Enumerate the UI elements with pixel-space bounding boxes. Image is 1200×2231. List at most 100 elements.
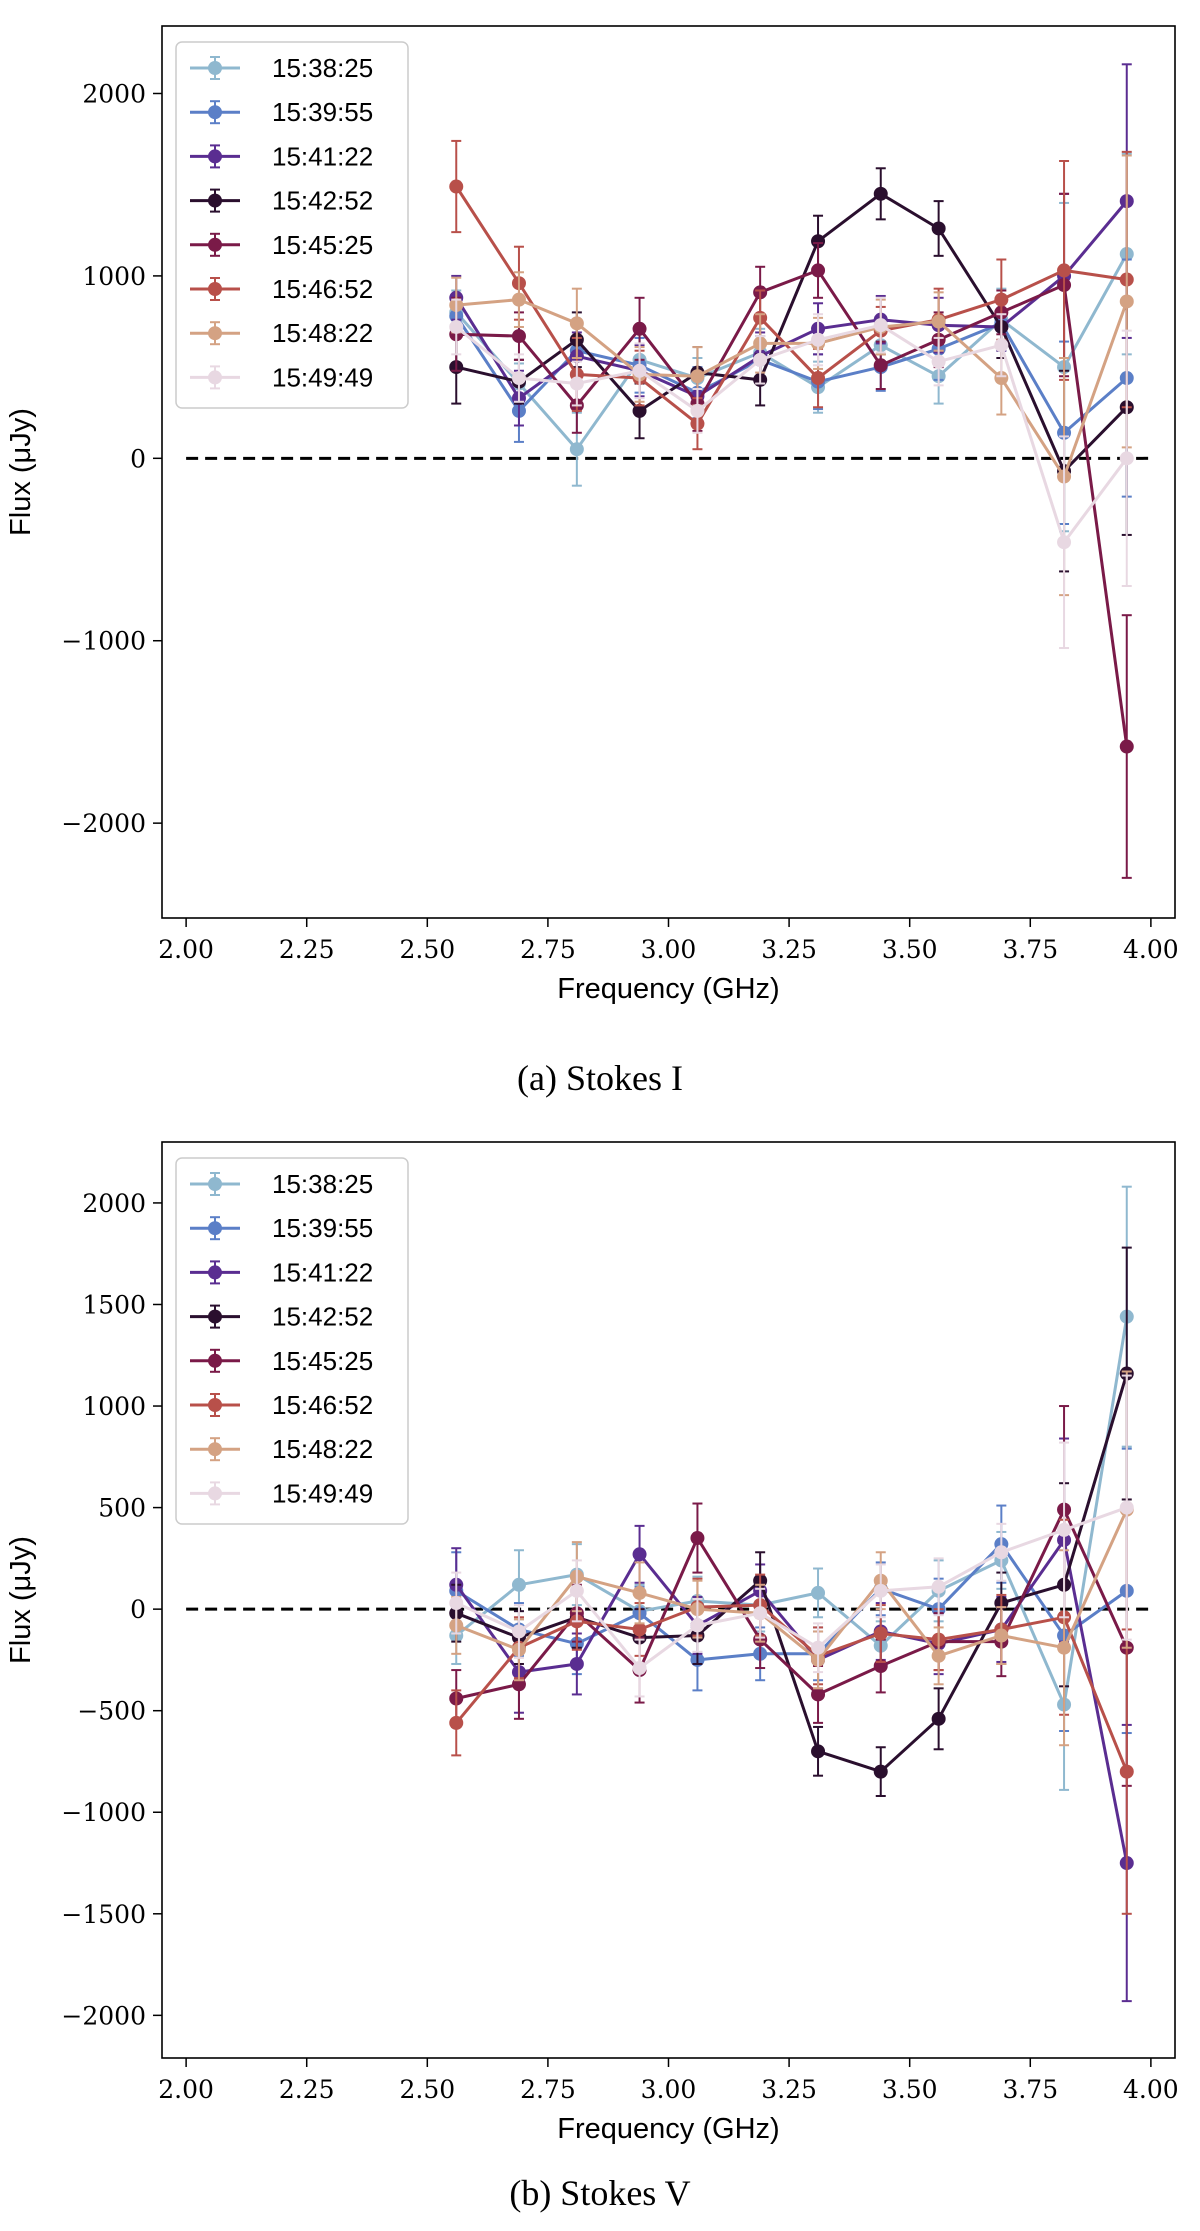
stokes-v-legend-entry: 15:46:52 <box>190 1390 373 1420</box>
stokes-i-data-point <box>873 358 888 373</box>
stokes-i-legend-marker <box>208 149 222 164</box>
stokes-i-legend-label: 15:38:25 <box>272 53 373 83</box>
stokes-v-data-point <box>511 1624 526 1639</box>
stokes-i-data-point <box>811 371 826 386</box>
stokes-v-data-point <box>511 1577 526 1592</box>
stokes-v-x-tick-label: 3.75 <box>1002 2075 1058 2104</box>
stokes-i-data-point <box>873 186 888 201</box>
stokes-v-legend-label: 15:41:22 <box>272 1257 373 1287</box>
stokes-v-series-line <box>455 1538 1129 1864</box>
stokes-i-legend-label: 15:42:52 <box>272 186 373 216</box>
stokes-i-data-point <box>1119 294 1134 309</box>
stokes-v-legend-label: 15:42:52 <box>272 1302 373 1332</box>
stokes-v-legend-entry: 15:49:49 <box>190 1478 373 1508</box>
stokes-v-data-point <box>873 1764 888 1779</box>
stokes-i-data-point <box>873 318 888 333</box>
stokes-i-y-tick-label: 1000 <box>82 262 146 291</box>
stokes-v-legend-marker <box>208 1177 222 1191</box>
stokes-i-legend-label: 15:48:22 <box>272 318 373 348</box>
stokes-v-data-point <box>632 1547 647 1562</box>
stokes-v-data-point <box>632 1661 647 1676</box>
stokes-i-series-15-46-52 <box>449 139 1134 451</box>
stokes-i-legend-box <box>175 41 409 409</box>
stokes-i-data-point <box>449 179 464 194</box>
stokes-v-x-tick-label: 3.25 <box>761 2075 817 2104</box>
stokes-i-data-point <box>511 292 526 307</box>
stokes-v-series-15-49-49 <box>449 1374 1134 1698</box>
stokes-i-data-point <box>1119 739 1134 754</box>
stokes-v-legend-label: 15:38:25 <box>272 1169 373 1199</box>
stokes-i-legend-marker <box>208 282 222 296</box>
stokes-i-x-tick-label: 4.00 <box>1123 935 1179 964</box>
stokes-i-series-line <box>455 185 1128 426</box>
stokes-v-data-point <box>1057 1522 1072 1537</box>
stokes-v-data-point <box>449 1715 464 1730</box>
stokes-v-legend-marker <box>208 1398 222 1412</box>
stokes-i-x-tick-label: 2.00 <box>158 935 214 964</box>
stokes-v-data-point <box>449 1596 464 1611</box>
stokes-v-data-point <box>569 1656 584 1671</box>
stokes-i-data-point <box>690 369 705 384</box>
stokes-i-x-tick-label: 2.25 <box>279 935 335 964</box>
stokes-v-legend-entry: 15:45:25 <box>190 1346 373 1376</box>
stokes-i-y-tick-label: −2000 <box>61 809 146 838</box>
stokes-v-legend-box <box>175 1157 409 1525</box>
stokes-i-panel: 2.00 2.25 2.50 2.75 3.00 3.25 3.50 3.75 4.00 −200… <box>0 0 1200 1115</box>
stokes-v-legend-marker <box>208 1442 222 1457</box>
stokes-v-y-tick-label: 1000 <box>82 1392 146 1421</box>
stokes-i-series-15-49-49 <box>449 296 1134 650</box>
stokes-v-data-point <box>1119 1500 1134 1515</box>
stokes-v-data-point <box>994 1545 1009 1560</box>
stokes-v-series-line <box>455 1373 1129 1774</box>
stokes-v-data-point <box>1119 1764 1134 1779</box>
stokes-v-series-line <box>455 1506 1128 1670</box>
stokes-v-data-point <box>811 1585 826 1600</box>
stokes-v-series-15-42-52 <box>449 1246 1134 1797</box>
stokes-v-legend-entry: 15:48:22 <box>190 1434 373 1464</box>
stokes-i-legend-label: 15:49:49 <box>272 362 373 392</box>
stokes-v-legend-entry: 15:41:22 <box>190 1257 373 1287</box>
stokes-v-x-tick-label: 2.50 <box>399 2075 455 2104</box>
stokes-i-data-point <box>1057 263 1072 278</box>
stokes-i-series-line <box>455 323 1129 544</box>
stokes-v-y-tick-label: −500 <box>77 1697 146 1726</box>
stokes-v-panel: 2.00 2.25 2.50 2.75 3.00 3.25 3.50 3.75 4.00 −200… <box>0 1115 1200 2231</box>
stokes-v-data-point <box>690 1618 705 1633</box>
stokes-v-x-tick-label: 2.25 <box>279 2075 335 2104</box>
stokes-i-data-point <box>511 371 526 386</box>
stokes-v-y-tick-label: 2000 <box>82 1189 146 1218</box>
stokes-v-caption: (b) Stokes V <box>509 2173 690 2213</box>
stokes-v-data-point <box>931 1648 946 1663</box>
stokes-v-data-point <box>994 1628 1009 1643</box>
stokes-i-data-point <box>690 403 705 418</box>
stokes-v-legend-marker <box>208 1309 222 1324</box>
stokes-i-legend-entry: 15:39:55 <box>190 97 373 127</box>
stokes-i-y-tick-label: 0 <box>130 444 146 473</box>
stokes-v-x-tick-label: 3.50 <box>882 2075 938 2104</box>
stokes-v-legend-label: 15:45:25 <box>272 1346 373 1376</box>
stokes-v-legend-entry: 15:42:52 <box>190 1302 373 1332</box>
stokes-i-chart: 2.00 2.25 2.50 2.75 3.00 3.25 3.50 3.75 4.00 −200… <box>5 25 1179 1098</box>
stokes-v-series-line <box>455 1542 1128 1662</box>
stokes-v-data-point <box>632 1622 647 1637</box>
stokes-i-data-point <box>632 363 647 378</box>
stokes-v-x-tick-label: 2.75 <box>520 2075 576 2104</box>
stokes-v-data-point <box>690 1531 705 1546</box>
stokes-v-y-tick-label: 0 <box>130 1595 146 1624</box>
stokes-v-series-15-38-25 <box>449 1185 1134 1791</box>
stokes-i-series-line <box>456 298 1129 479</box>
stokes-v-legend-marker <box>208 1486 222 1501</box>
stokes-v-legend-entry: 15:39:55 <box>190 1213 373 1243</box>
stokes-i-legend-marker <box>208 105 222 120</box>
stokes-i-data-point <box>811 263 826 278</box>
stokes-i-y-tick-label: −1000 <box>61 627 146 656</box>
stokes-v-y-tick-label: −2000 <box>61 2001 146 2030</box>
stokes-i-data-point <box>931 314 946 329</box>
stokes-v-data-point <box>811 1744 826 1759</box>
stokes-i-series-line <box>456 268 1129 747</box>
stokes-i-legend-entry: 15:42:52 <box>190 186 373 216</box>
stokes-v-x-tick-label: 2.00 <box>158 2075 214 2104</box>
stokes-i-data-point <box>753 352 768 367</box>
stokes-v-data-point <box>811 1640 826 1655</box>
stokes-i-legend-label: 15:46:52 <box>272 274 373 304</box>
